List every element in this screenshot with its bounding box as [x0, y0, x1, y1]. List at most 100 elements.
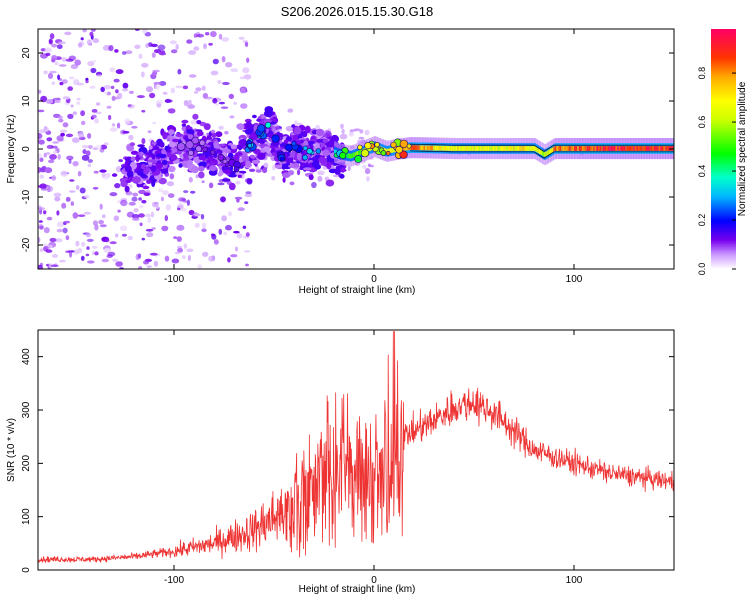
ridge-cell [430, 145, 433, 151]
ridge-cell [353, 152, 356, 158]
ridge-cell [508, 146, 511, 151]
ridge-cell [554, 146, 557, 151]
noise-speckle [208, 255, 215, 262]
noise-speckle [240, 103, 248, 109]
ridge-cell [583, 146, 586, 151]
ridge-cell [486, 146, 489, 151]
signal-band-cell [249, 154, 256, 159]
noise-speckle [364, 168, 371, 175]
noise-speckle [143, 260, 150, 265]
y-tick-label: 100 [21, 508, 32, 525]
ridge-cell [418, 145, 421, 151]
noise-speckle [118, 159, 123, 163]
signal-band-cell [296, 152, 302, 161]
noise-speckle [197, 264, 203, 269]
colorbar-tick-label: 0.8 [697, 67, 707, 80]
noise-speckle [142, 29, 148, 34]
ridge-cell [463, 146, 466, 151]
noise-speckle [169, 40, 177, 45]
y-tick-label: -20 [21, 237, 32, 252]
noise-speckle [225, 224, 232, 231]
noise-speckle [54, 238, 63, 243]
noise-speckle [223, 231, 227, 236]
ridge-cell [391, 147, 394, 153]
noise-speckle [107, 114, 112, 121]
ridge-cell [639, 146, 642, 151]
noise-speckle [56, 135, 64, 142]
noise-speckle [72, 212, 79, 219]
y-tick-label: 0 [21, 567, 32, 573]
ridge-cell [562, 146, 565, 151]
noise-speckle [271, 176, 276, 181]
noise-speckle [255, 169, 262, 173]
noise-speckle [138, 266, 143, 269]
noise-speckle [40, 53, 48, 59]
noise-speckle [86, 39, 92, 46]
ridge-cell [582, 146, 585, 151]
ridge-blob [199, 139, 206, 146]
noise-speckle [113, 215, 120, 222]
ridge-blob [385, 151, 391, 156]
ridge-cell [497, 146, 500, 151]
ridge-cell [572, 146, 575, 151]
snr-y-axis: 0 100 200 300 400 [21, 348, 674, 573]
signal-band-cell [186, 129, 195, 134]
ridge-cell [566, 146, 569, 151]
ridge-cell [474, 146, 477, 151]
ridge-cell [530, 146, 533, 151]
noise-speckle [49, 70, 57, 74]
noise-speckle [152, 69, 160, 73]
ridge-cell [425, 145, 428, 151]
noise-speckle [164, 255, 170, 262]
noise-speckle [150, 43, 158, 48]
noise-speckle [242, 67, 250, 74]
ridge-cell [644, 146, 647, 151]
ridge-cell [623, 146, 626, 151]
ridge-blob [399, 139, 409, 149]
ridge-cell [575, 146, 578, 151]
ridge-cell [345, 152, 348, 158]
noise-speckle [45, 99, 54, 104]
noise-speckle [87, 159, 94, 163]
signal-band-cell [209, 161, 216, 165]
noise-speckle [109, 241, 117, 245]
noise-speckle [115, 69, 124, 75]
noise-speckle [233, 101, 237, 105]
ridge-cell [636, 146, 639, 151]
noise-speckle [151, 227, 156, 230]
snr-x-axis: -100 0 100 [164, 330, 583, 586]
ridge-cell [510, 146, 513, 151]
noise-speckle [43, 227, 50, 234]
ridge-blob [176, 142, 186, 151]
signal-band-cell [238, 139, 246, 147]
ridge-cell [618, 146, 621, 151]
noise-speckle [132, 214, 140, 219]
noise-speckle [53, 192, 62, 197]
noise-speckle [179, 208, 187, 212]
noise-speckle [203, 43, 207, 50]
signal-band-cell [159, 141, 165, 148]
noise-speckle [106, 91, 112, 96]
noise-speckle [153, 81, 161, 85]
ridge-blob [390, 141, 397, 148]
noise-speckle [243, 250, 251, 253]
signal-band-cell [325, 132, 331, 138]
noise-speckle [51, 43, 58, 48]
ridge-blob [357, 144, 363, 151]
noise-speckle [89, 85, 96, 89]
noise-speckle [52, 150, 57, 154]
noise-speckle [68, 190, 76, 193]
ridge-cell [449, 146, 452, 151]
signal-band-cell [210, 129, 216, 134]
ridge-cell [590, 146, 593, 151]
signal-band-cell [288, 156, 294, 164]
noise-speckle [138, 197, 143, 201]
noise-speckle [225, 61, 233, 68]
ridge-cell [415, 145, 418, 151]
ridge-cell [414, 145, 417, 150]
signal-band-cell [288, 152, 295, 158]
ridge-cell [564, 146, 567, 151]
noise-speckle [244, 201, 249, 205]
signal-band-cell [296, 140, 302, 145]
noise-speckle [340, 123, 344, 129]
